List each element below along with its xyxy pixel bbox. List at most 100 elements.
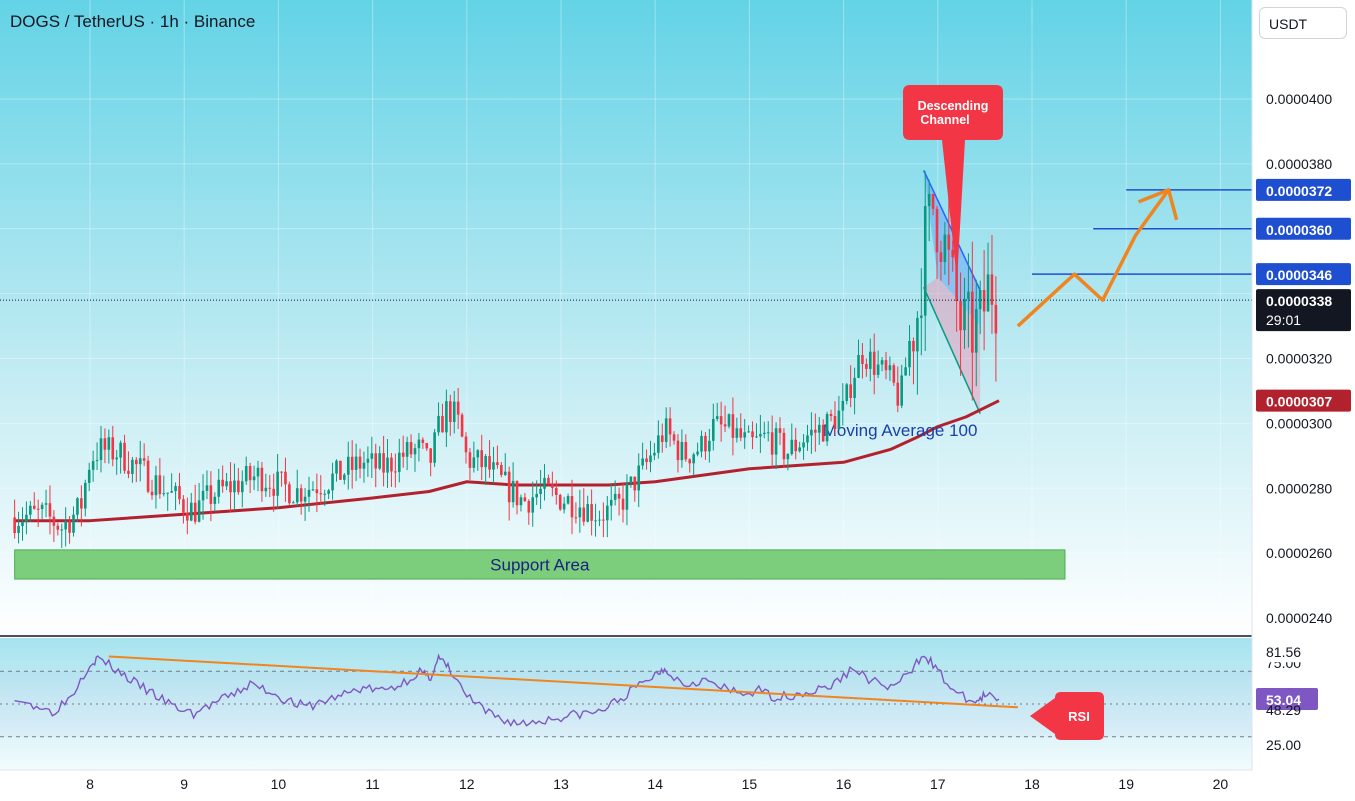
candle-body[interactable] <box>225 481 228 487</box>
candle-body[interactable] <box>511 480 515 503</box>
candle-body[interactable] <box>103 438 107 450</box>
candle-body[interactable] <box>99 438 103 461</box>
candle-body[interactable] <box>382 453 385 473</box>
candle-body[interactable] <box>821 424 825 442</box>
moving-average-line[interactable] <box>14 399 1000 523</box>
candle-body[interactable] <box>586 504 589 522</box>
candle-body[interactable] <box>794 439 798 452</box>
candle-body[interactable] <box>182 499 185 513</box>
candle-body[interactable] <box>186 512 189 521</box>
candle-body[interactable] <box>613 493 617 500</box>
candle-body[interactable] <box>146 460 150 492</box>
candle-body[interactable] <box>480 450 484 468</box>
candle-body[interactable] <box>433 432 436 463</box>
candle-body[interactable] <box>696 451 699 455</box>
candle-body[interactable] <box>343 474 346 480</box>
candle-body[interactable] <box>743 432 746 438</box>
candle-body[interactable] <box>244 465 248 482</box>
candle-body[interactable] <box>955 257 958 302</box>
candle-body[interactable] <box>268 487 272 489</box>
candle-body[interactable] <box>441 415 444 433</box>
candle-body[interactable] <box>853 377 856 399</box>
projection-path[interactable] <box>1016 188 1171 328</box>
candle-body[interactable] <box>916 317 919 352</box>
candle-body[interactable] <box>872 351 876 375</box>
candle-body[interactable] <box>280 471 283 473</box>
candle-body[interactable] <box>233 480 236 493</box>
rsi-line[interactable] <box>14 653 1000 728</box>
candle-body[interactable] <box>158 475 162 495</box>
candle-body[interactable] <box>598 519 601 521</box>
candle-body[interactable] <box>649 455 652 463</box>
candle-body[interactable] <box>500 465 503 475</box>
channel-lower-line[interactable] <box>922 286 981 414</box>
candle-body[interactable] <box>868 351 872 369</box>
candle-body[interactable] <box>539 488 542 494</box>
candle-body[interactable] <box>751 431 754 438</box>
candle-body[interactable] <box>861 355 864 365</box>
candle-body[interactable] <box>138 458 142 465</box>
candle-body[interactable] <box>774 428 778 455</box>
candle-body[interactable] <box>178 486 181 500</box>
candle-body[interactable] <box>770 432 774 455</box>
candle-body[interactable] <box>311 489 315 491</box>
candle-body[interactable] <box>492 462 495 470</box>
candle-body[interactable] <box>884 360 888 371</box>
candle-body[interactable] <box>971 291 974 353</box>
candle-body[interactable] <box>476 450 480 458</box>
candle-body[interactable] <box>205 485 209 491</box>
candle-body[interactable] <box>876 364 880 375</box>
candle-body[interactable] <box>272 488 275 496</box>
candle-body[interactable] <box>87 469 91 483</box>
candle-body[interactable] <box>327 490 330 494</box>
candle-body[interactable] <box>920 315 923 318</box>
candle-body[interactable] <box>982 290 986 312</box>
candle-body[interactable] <box>13 517 16 534</box>
candle-body[interactable] <box>162 493 166 495</box>
candle-body[interactable] <box>543 477 546 489</box>
candle-body[interactable] <box>931 193 935 209</box>
candle-body[interactable] <box>335 460 338 474</box>
candle-body[interactable] <box>680 441 684 461</box>
candle-body[interactable] <box>174 486 177 492</box>
candle-body[interactable] <box>594 520 597 522</box>
candle-body[interactable] <box>657 435 660 453</box>
candle-body[interactable] <box>229 481 232 493</box>
candle-body[interactable] <box>739 428 743 438</box>
candle-body[interactable] <box>25 514 28 522</box>
candle-body[interactable] <box>127 470 130 474</box>
candle-body[interactable] <box>986 274 990 312</box>
candle-body[interactable] <box>727 414 731 427</box>
candle-body[interactable] <box>547 477 550 485</box>
candle-body[interactable] <box>83 482 87 509</box>
candle-body[interactable] <box>115 457 118 460</box>
candle-body[interactable] <box>217 479 221 497</box>
candle-body[interactable] <box>350 456 354 470</box>
candle-body[interactable] <box>817 424 821 433</box>
candle-body[interactable] <box>704 435 707 452</box>
candle-body[interactable] <box>452 401 456 422</box>
candle-body[interactable] <box>912 340 915 352</box>
candle-body[interactable] <box>299 488 303 502</box>
candle-body[interactable] <box>578 507 582 518</box>
candle-body[interactable] <box>374 453 378 469</box>
candle-body[interactable] <box>472 457 476 468</box>
candle-body[interactable] <box>240 481 244 493</box>
candle-body[interactable] <box>36 508 40 510</box>
candle-body[interactable] <box>896 382 900 406</box>
candle-body[interactable] <box>845 384 849 401</box>
candle-body[interactable] <box>978 290 982 310</box>
candle-body[interactable] <box>193 502 197 522</box>
candle-body[interactable] <box>315 489 319 494</box>
candle-body[interactable] <box>417 439 421 449</box>
candle-body[interactable] <box>276 471 279 496</box>
candle-body[interactable] <box>708 440 711 452</box>
candle-body[interactable] <box>625 483 629 510</box>
candle-body[interactable] <box>189 502 193 521</box>
candle-body[interactable] <box>798 447 801 452</box>
candle-body[interactable] <box>68 521 71 533</box>
candle-body[interactable] <box>974 309 978 353</box>
candle-body[interactable] <box>790 439 794 454</box>
candle-body[interactable] <box>857 355 860 378</box>
